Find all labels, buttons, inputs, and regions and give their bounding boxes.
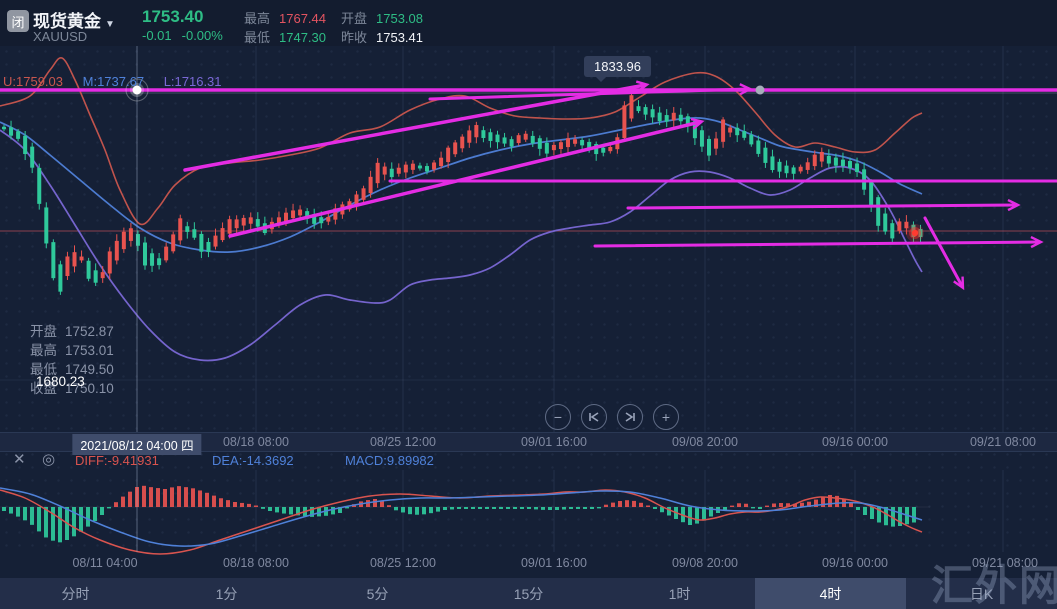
x-axis-label: 09/21 08:00 <box>969 435 1037 449</box>
boll-lower-label: L:1716.31 <box>163 74 222 89</box>
info-low: 最低 1749.50 <box>30 362 114 377</box>
macd-x-axis-label: 08/11 04:00 <box>72 556 138 570</box>
info-close: 收盘 1750.10 <box>30 381 114 396</box>
skip-forward-icon <box>625 412 635 422</box>
close-icon[interactable]: ✕ <box>13 451 26 468</box>
chevron-down-icon: ▼ <box>105 19 115 30</box>
tab-4时[interactable]: 4时 <box>755 578 906 609</box>
zoom-in-button[interactable]: + <box>653 404 679 430</box>
x-axis-label: 08/25 12:00 <box>369 435 437 449</box>
info-open: 开盘 1752.87 <box>30 324 114 339</box>
x-axis-label: 09/08 20:00 <box>671 435 739 449</box>
info-high: 最高 1753.01 <box>30 343 114 358</box>
symbol-code: XAUUSD <box>33 29 88 44</box>
dea-label: DEA:-14.3692 <box>212 453 294 468</box>
tab-5分[interactable]: 5分 <box>366 585 389 602</box>
crosshair-price-label: 1680.23 <box>36 374 85 389</box>
quote-header: 闭 现货黄金 ▼ XAUUSD 1753.40 -0.01 -0.00% 最高 176… <box>0 0 1057 46</box>
main-x-axis: 2021/08/12 04:00 四 08/18 08:00 08/25 12:0… <box>0 432 1057 455</box>
market-closed-badge: 闭 <box>7 10 29 32</box>
price-tooltip: 1833.96 <box>584 56 651 82</box>
timeframe-tabs: 分时 1分 5分 15分 1时 4时 日K <box>0 578 1057 609</box>
step-back-button[interactable] <box>581 404 607 430</box>
boll-upper-label: U:1759.03 <box>3 74 63 89</box>
last-price: 1753.40 <box>142 7 204 26</box>
skip-back-icon <box>589 412 599 422</box>
minus-icon: − <box>553 409 563 425</box>
symbol-selector[interactable]: 现货黄金 ▼ <box>33 7 115 32</box>
macd-x-axis-label: 08/18 08:00 <box>222 556 290 570</box>
diff-label: DIFF:-9.41931 <box>75 453 159 468</box>
ohlc-info-panel: 开盘 1752.87 最高 1753.01 最低 1749.50 收盘 1750.10 <box>30 322 114 398</box>
change-percent: -0.00% <box>181 28 223 43</box>
change-value: -0.01 <box>142 28 172 43</box>
tab-15分[interactable]: 15分 <box>513 585 544 602</box>
stat-open: 开盘 1753.08 <box>341 11 424 26</box>
chart-toolbar: − + <box>545 404 679 430</box>
tab-1分[interactable]: 1分 <box>215 585 238 602</box>
macd-x-axis-label: 08/25 12:00 <box>369 556 437 570</box>
x-axis-label: 09/01 16:00 <box>520 435 588 449</box>
macd-x-axis-label: 09/01 16:00 <box>520 556 588 570</box>
macd-x-axis: 08/11 04:00 08/18 08:00 08/25 12:00 09/01 1… <box>0 554 1057 574</box>
chart-dot-texture <box>0 45 1057 550</box>
plus-icon: + <box>661 409 671 425</box>
boll-mid-label: M:1737.67 <box>82 74 145 89</box>
stat-high: 最高 1767.44 <box>244 11 327 26</box>
price-change: -0.01 -0.00% <box>142 28 233 43</box>
macd-panel-header: ✕ ◎ DIFF:-9.41931 DEA:-14.3692 MACD:9.89… <box>0 452 1057 470</box>
crosshair-time-badge: 2021/08/12 04:00 四 <box>72 434 202 455</box>
settings-target-icon[interactable]: ◎ <box>42 451 56 468</box>
boll-indicator-labels: U:1759.03 M:1737.67 L:1716.31 <box>3 74 238 89</box>
macd-x-axis-label: 09/16 00:00 <box>821 556 889 570</box>
symbol-name: 现货黄金 <box>33 12 101 31</box>
stat-prev-close: 昨收 1753.41 <box>341 30 424 45</box>
x-axis-label: 09/16 00:00 <box>821 435 889 449</box>
tab-分时[interactable]: 分时 <box>61 585 90 602</box>
tab-1时[interactable]: 1时 <box>668 585 691 602</box>
macd-label: MACD:9.89982 <box>345 453 434 468</box>
x-axis-label: 08/18 08:00 <box>222 435 290 449</box>
step-forward-button[interactable] <box>617 404 643 430</box>
macd-x-axis-label: 09/08 20:00 <box>671 556 739 570</box>
macd-x-axis-label: 09/21 08:00 <box>971 556 1039 570</box>
tab-日K[interactable]: 日K <box>969 585 994 602</box>
stat-low: 最低 1747.30 <box>244 30 327 45</box>
zoom-out-button[interactable]: − <box>545 404 571 430</box>
